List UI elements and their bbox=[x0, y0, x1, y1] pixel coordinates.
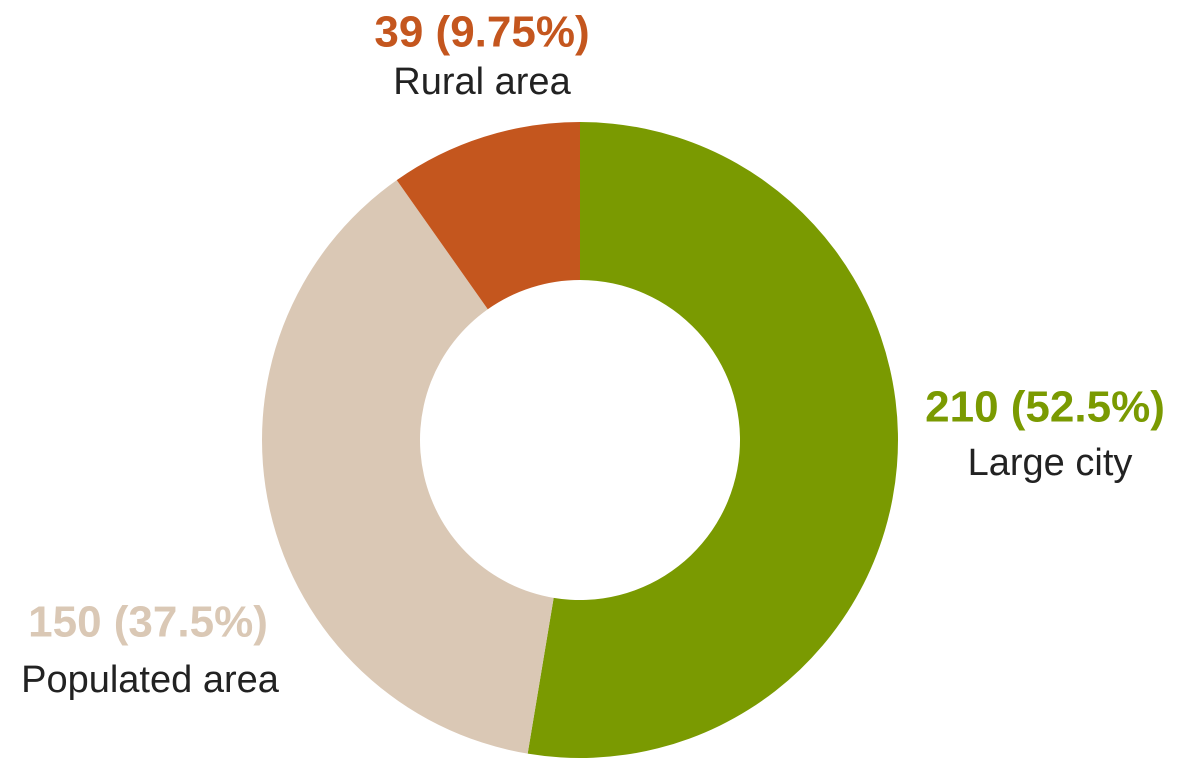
data-label: 150 (37.5%) bbox=[28, 598, 268, 647]
category-label: Large city bbox=[968, 442, 1133, 484]
donut-slice bbox=[262, 180, 554, 754]
category-label: Populated area bbox=[21, 659, 280, 701]
category-label: Rural area bbox=[393, 61, 571, 103]
donut-slice bbox=[527, 122, 899, 759]
data-label: 39 (9.75%) bbox=[374, 8, 589, 57]
data-label: 210 (52.5%) bbox=[925, 383, 1165, 432]
donut-slice bbox=[396, 122, 580, 310]
